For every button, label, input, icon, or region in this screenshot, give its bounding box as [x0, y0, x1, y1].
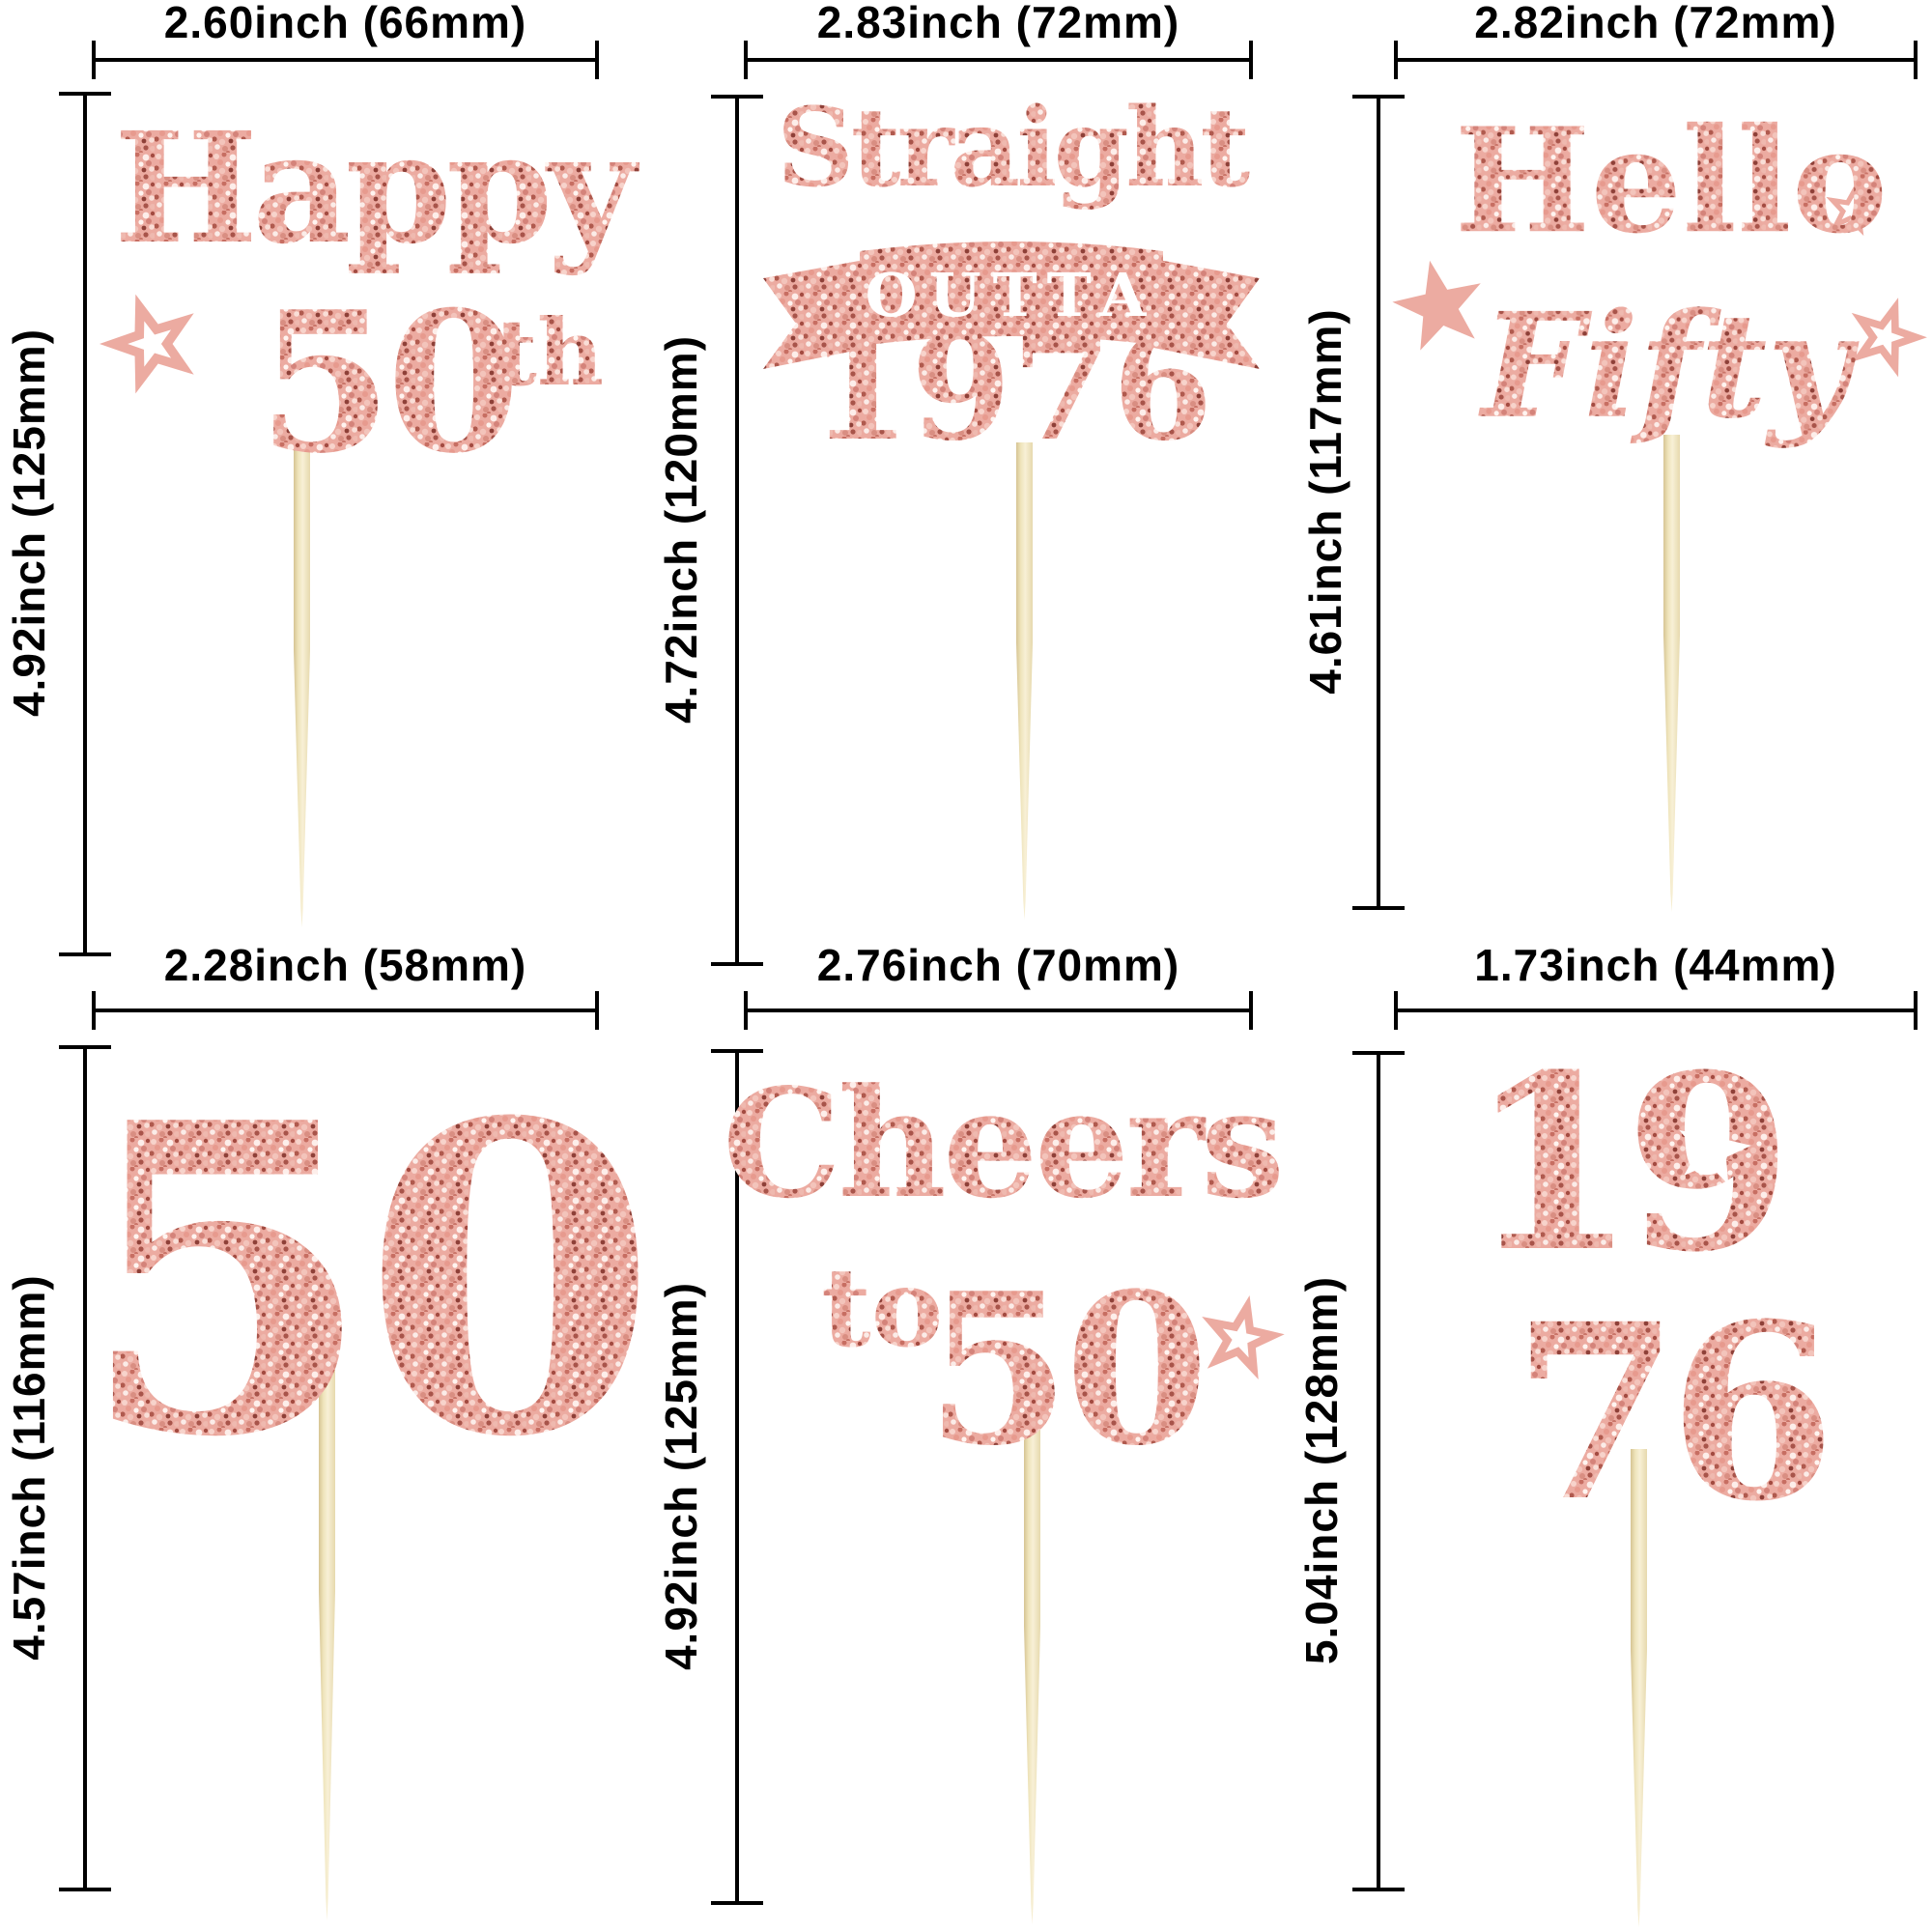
dimension-line — [83, 96, 87, 952]
dimension-tick — [59, 1888, 111, 1891]
banner-band — [860, 242, 1163, 346]
width-dimension-line — [744, 41, 1253, 79]
height-dimension-line — [1352, 1051, 1405, 1891]
height-dimension-line — [711, 95, 763, 966]
width-dimension-label: 2.60inch (66mm) — [163, 0, 527, 47]
dimension-line — [735, 99, 739, 962]
star-icon — [1392, 260, 1481, 351]
dimension-line — [1377, 99, 1380, 906]
star-icon — [1851, 298, 1927, 378]
dimension-tick — [92, 991, 96, 1030]
dimension-tick — [711, 1901, 763, 1905]
dimension-line — [1377, 1055, 1380, 1888]
height-dimension-line — [59, 92, 111, 956]
dimension-line — [748, 58, 1249, 62]
dimension-tick — [59, 952, 111, 956]
dimension-line — [83, 1049, 87, 1888]
dimension-line — [96, 58, 595, 62]
height-dimension-label: 4.57inch (116mm) — [4, 1274, 54, 1661]
banner-text-outta: OUTTA — [866, 260, 1158, 330]
dimension-tick — [59, 1045, 111, 1049]
topper-text-19: 19 — [1468, 1021, 1781, 1305]
dimension-line — [748, 1009, 1249, 1012]
topper-happy-50th: Happy 50 th — [99, 99, 645, 497]
topper-text-cheers: Cheers — [723, 1055, 1281, 1232]
dimension-tick — [1352, 1888, 1405, 1891]
banner-left-ribbon — [763, 259, 869, 369]
dimension-tick — [1352, 906, 1405, 910]
topper-text-th: th — [495, 299, 604, 407]
topper-text-hello: Hello — [1454, 97, 1888, 266]
topper-text-fifty: Fifty — [1478, 282, 1861, 451]
width-dimension-line — [1394, 991, 1918, 1030]
dimension-line — [1398, 1009, 1914, 1012]
width-dimension-line — [92, 41, 599, 79]
width-dimension-label: 2.82inch (72mm) — [1474, 0, 1837, 47]
topper-text-50: 50 — [258, 270, 515, 497]
dimension-tick — [711, 962, 763, 966]
dimension-tick — [1352, 1051, 1405, 1055]
topper-text-1976: 1976 — [810, 303, 1212, 473]
width-dimension-label: 2.83inch (72mm) — [816, 0, 1180, 47]
dimension-tick — [1249, 991, 1253, 1030]
star-icon — [1826, 182, 1880, 237]
dimension-tick — [1394, 991, 1398, 1030]
height-dimension-label: 4.92inch (125mm) — [4, 327, 54, 718]
topper-1976: 19 76 — [1468, 1021, 1836, 1554]
topper-hello-fifty: Hello Fifty — [1392, 97, 1927, 451]
height-dimension-line — [711, 1049, 763, 1905]
height-dimension-line — [59, 1045, 111, 1891]
star-icon — [99, 294, 194, 394]
height-dimension-label: 5.04inch (128mm) — [1296, 1275, 1347, 1665]
width-dimension-label: 1.73inch (44mm) — [1474, 940, 1837, 990]
height-dimension-label: 4.92inch (125mm) — [656, 1281, 706, 1671]
dimension-tick — [744, 991, 748, 1030]
dimension-tick — [92, 41, 96, 79]
dimension-tick — [1914, 41, 1918, 79]
width-dimension-line — [744, 991, 1253, 1030]
width-dimension-line — [92, 991, 599, 1030]
toothpick — [1016, 442, 1033, 920]
dimension-line — [735, 1053, 739, 1901]
dimension-line — [96, 1009, 595, 1012]
topper-text-to: to — [821, 1245, 943, 1372]
topper-text-50: 50 — [78, 1031, 646, 1530]
dimension-tick — [711, 1049, 763, 1053]
topper-text-straight: Straight — [777, 85, 1250, 212]
topper-straight-outta-1976: Straight OUTTA 1976 — [763, 85, 1260, 473]
topper-text-76: 76 — [1512, 1270, 1825, 1554]
dimension-tick — [1394, 41, 1398, 79]
dimension-tick — [1352, 95, 1405, 99]
topper-text-50: 50 — [925, 1247, 1203, 1492]
topper-cheers-to-50: Cheers to 50 — [723, 1055, 1285, 1492]
dimension-tick — [59, 92, 111, 96]
dimension-tick — [744, 41, 748, 79]
dimension-tick — [1914, 991, 1918, 1030]
banner-right-ribbon — [1153, 259, 1260, 369]
dimension-line — [1398, 58, 1914, 62]
star-cutout-icon — [1679, 1111, 1751, 1185]
toothpick — [1663, 435, 1680, 912]
dimension-tick — [1249, 41, 1253, 79]
dimension-tick — [595, 41, 599, 79]
topper-50: 50 — [78, 1031, 658, 1530]
height-dimension-line — [1352, 95, 1405, 910]
width-dimension-label: 2.76inch (70mm) — [816, 940, 1180, 990]
topper-text-happy: Happy — [114, 99, 640, 278]
toothpick — [294, 449, 310, 927]
width-dimension-label: 2.28inch (58mm) — [163, 940, 527, 990]
star-icon — [1202, 1295, 1285, 1380]
dimension-tick — [595, 991, 599, 1030]
dimension-tick — [711, 95, 763, 99]
width-dimension-line — [1394, 41, 1918, 79]
height-dimension-label: 4.61inch (117mm) — [1300, 308, 1350, 695]
height-dimension-label: 4.72inch (120mm) — [656, 334, 706, 724]
